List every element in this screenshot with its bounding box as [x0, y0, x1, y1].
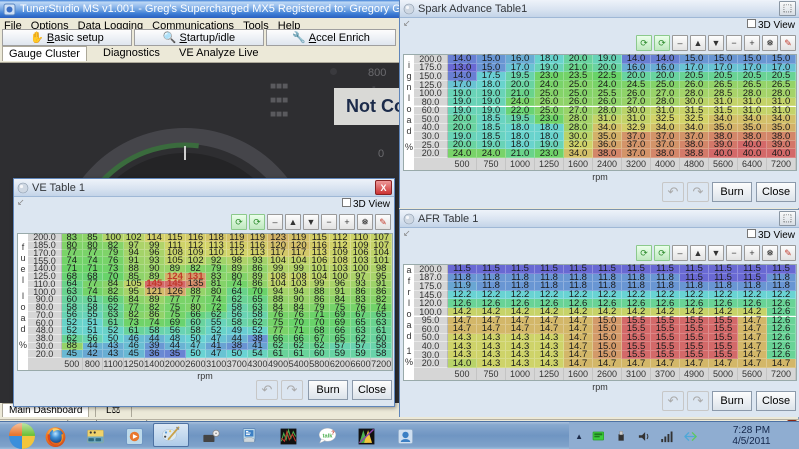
svg-text:?: ? [331, 430, 335, 436]
